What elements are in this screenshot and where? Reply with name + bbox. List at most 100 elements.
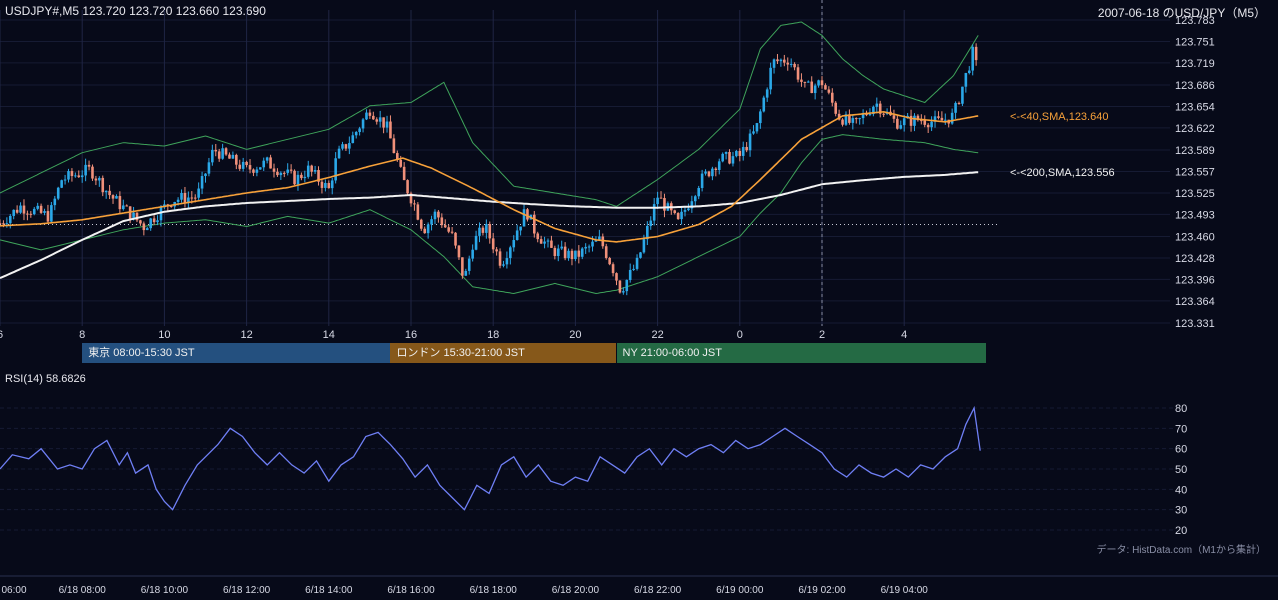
candle-body [29,213,33,215]
candle-body [834,102,837,114]
candle-body [550,240,553,248]
time-axis-label: 06:00 [1,585,26,596]
time-axis-label: 6/19 04:00 [881,585,929,596]
candle-body [872,106,875,115]
x-tick-label: 6 [0,329,3,340]
candle-body [313,170,317,172]
candle-body [286,169,289,173]
rsi-tick-label: 70 [1175,423,1187,435]
x-tick-label: 4 [901,329,907,340]
candle-body [183,193,187,204]
candle-body [868,114,872,116]
candle-body [659,197,663,199]
candle-body [464,270,468,276]
candle-body [190,197,194,199]
candle-body [533,214,536,234]
candle-body [423,228,426,234]
x-tick-label: 18 [487,329,499,340]
candle-body [399,159,403,167]
candle-body [783,59,786,63]
candle-body [700,173,704,188]
candle-body [101,177,105,193]
candle-body [632,268,635,270]
time-axis: 06:00 6/18 08:00 6/18 10:00 6/18 12:00 6/18 … [1,585,929,596]
candle-body [156,220,159,223]
candle-body [861,114,865,119]
candle-body [851,118,855,123]
candle-body [721,153,724,162]
candle-body [238,164,242,169]
candle-body [957,102,961,104]
candle-body [827,89,831,93]
candle-body [60,180,63,188]
candle-body [327,182,331,189]
candle-body [875,103,879,107]
candle-body [433,211,437,220]
candle-body [656,197,659,205]
chart-title: USDJPY#,M5 123.720 123.720 123.660 123.6… [5,4,266,18]
candle-body [15,209,19,213]
candle-body [481,227,485,233]
candle-body [765,89,769,98]
candle-body [536,233,540,240]
candle-body [878,103,882,114]
candle-body [269,157,272,169]
candle-body [803,81,807,83]
candle-body [348,143,351,149]
candle-body [680,211,683,220]
candle-body [94,178,98,181]
candle-body [317,170,320,182]
candle-body [279,172,283,176]
time-axis-label: 6/18 22:00 [634,585,682,596]
candle-body [502,264,505,266]
session-tokyo: 東京 08:00-15:30 JST [82,343,391,363]
candle-body [488,224,492,239]
x-tick-label: 10 [158,329,170,340]
candle-body [248,165,252,170]
candle-body [574,250,577,260]
candle-body [796,67,800,80]
x-tick-label: 20 [569,329,581,340]
candle-body [8,215,12,224]
candle-body [954,102,957,113]
time-axis-label: 6/18 16:00 [387,585,435,596]
candle-body [584,246,587,249]
candle-body [139,220,142,224]
time-axis-label: 6/18 10:00 [141,585,189,596]
candle-body [731,156,735,164]
data-source-note: データ: HistData.com（M1から集計） [1096,545,1266,556]
candle-body [779,59,783,62]
candle-body [214,149,218,152]
candle-body [454,232,457,246]
candle-body [646,225,649,240]
candle-body [63,179,67,181]
x-tick-label: 8 [79,329,85,340]
candle-body [820,80,824,86]
candle-body [467,258,471,271]
candle-body [375,119,379,122]
candle-body [200,176,204,189]
x-tick-label: 0 [737,329,743,340]
candle-body [769,67,772,90]
candle-body [635,257,639,269]
candle-body [50,205,53,222]
candle-body [354,132,358,136]
candle-body [122,205,125,210]
candle-body [598,236,601,241]
candle-body [245,161,248,166]
candle-body [628,269,632,280]
candle-body [413,203,416,205]
price-tick-label: 123.751 [1175,36,1215,48]
candle-body [491,238,495,250]
rsi-tick-label: 80 [1175,403,1187,415]
candle-body [262,160,266,168]
candle-body [961,86,964,104]
candle-body [810,81,814,94]
candle-body [197,188,200,198]
candle-body [807,81,810,83]
candle-body [217,151,221,159]
candle-body [577,250,581,257]
candle-body [471,249,474,259]
candle-body [228,154,231,159]
candle-body [125,205,129,207]
